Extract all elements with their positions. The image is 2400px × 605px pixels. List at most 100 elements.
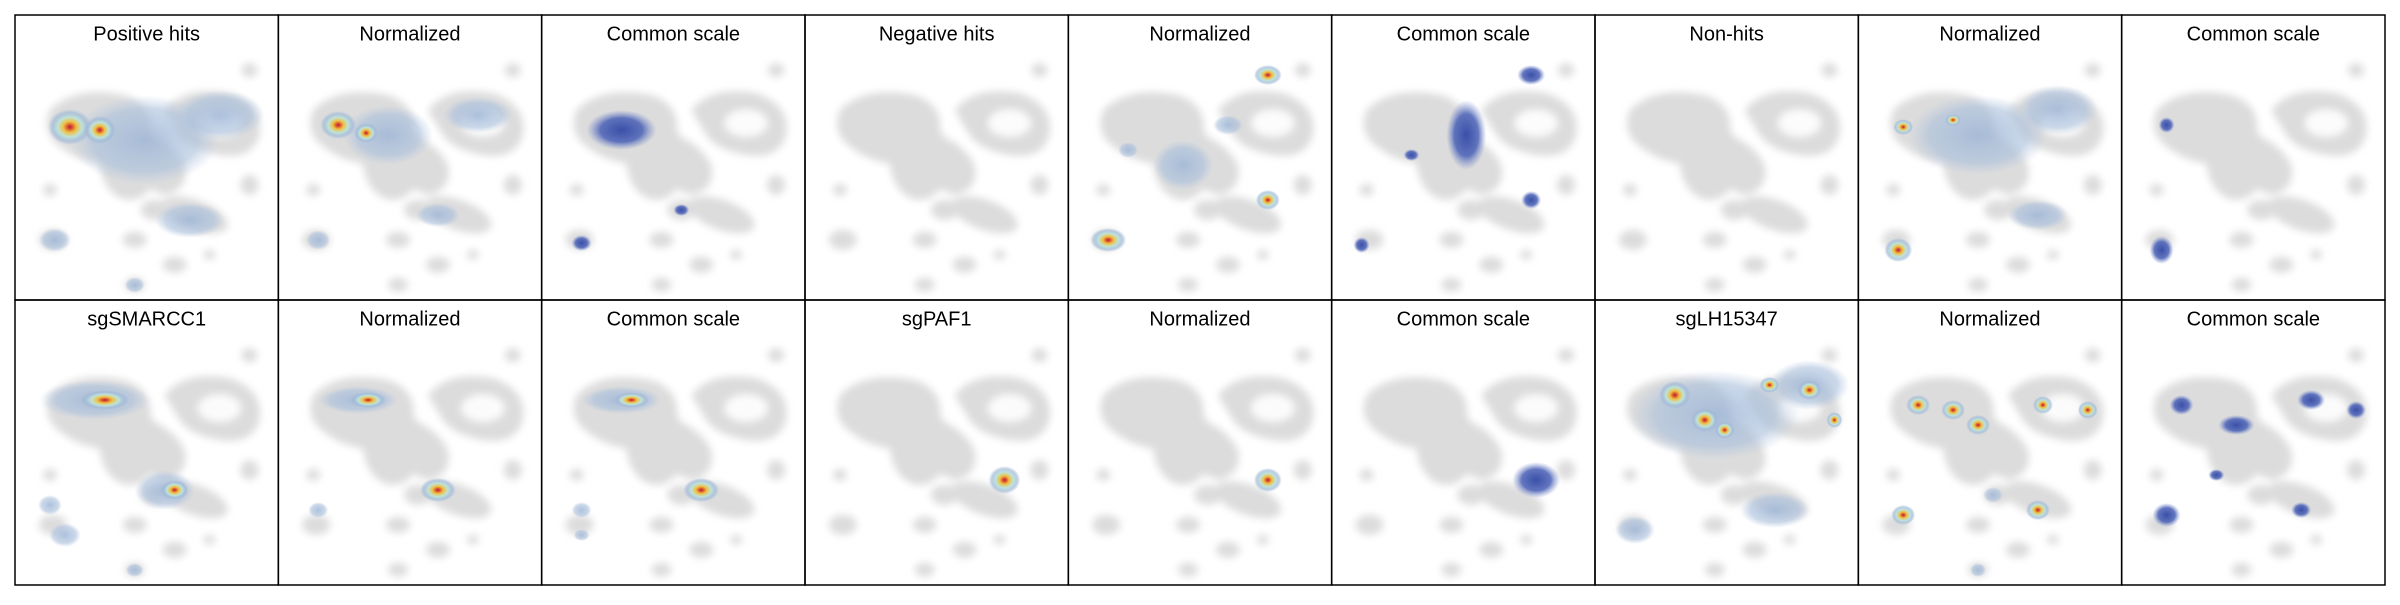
density-spot (160, 480, 189, 500)
density-spot (320, 111, 357, 139)
density-spot (1891, 505, 1916, 525)
density-spot (1982, 487, 2003, 503)
panel: sgSMARCC1 (14, 299, 280, 586)
density-spot (79, 390, 130, 410)
panel-title: Normalized (1939, 308, 2040, 330)
density-spot (125, 563, 144, 577)
density-spot (673, 204, 690, 216)
embedding-background (829, 63, 1050, 291)
panel-border (2120, 299, 2386, 586)
density-spot (83, 116, 116, 144)
density-spot (47, 109, 92, 145)
panel: Common scale (1330, 14, 1596, 301)
panel: sgPAF1 (804, 299, 1070, 586)
panel-title: Common scale (2187, 23, 2320, 45)
density-spot (1353, 237, 1370, 253)
density-spot (1253, 468, 1282, 492)
panel-title: Positive hits (93, 23, 200, 45)
embedding-background (1882, 348, 2103, 576)
panel: Negative hits (804, 14, 1070, 301)
density-spot (1446, 100, 1487, 170)
density-spot (1945, 114, 1962, 126)
panel-title: Common scale (607, 23, 740, 45)
panel-title: Common scale (1397, 23, 1530, 45)
density-spot (1893, 119, 1914, 135)
density-spot (38, 228, 71, 252)
embedding-background (566, 63, 787, 291)
density-spot (1826, 412, 1843, 428)
density-spot (573, 529, 590, 541)
density-spot (1521, 191, 1542, 209)
density-spot (2346, 401, 2367, 419)
density-spot (1970, 563, 1987, 577)
density-spot (419, 478, 456, 502)
panel: Normalized (277, 14, 543, 301)
density-spot (1118, 142, 1139, 158)
density-spot (1253, 65, 1282, 85)
density-spot (1255, 190, 1280, 210)
density-spot (306, 230, 331, 250)
density-spot (2297, 390, 2326, 410)
density-spot (1884, 238, 1913, 262)
panel-title: Normalized (1939, 23, 2040, 45)
embedding-background (1356, 348, 1577, 576)
panel-title: Normalized (1149, 308, 1250, 330)
panel: Non-hits (1594, 14, 1860, 301)
density-spot (442, 97, 513, 133)
density-spot (1759, 377, 1780, 393)
density-spot (343, 105, 434, 165)
density-spot (48, 523, 81, 547)
density-spot (1512, 462, 1561, 498)
panel-title: sgSMARCC1 (87, 308, 206, 330)
panel: Common scale (1330, 299, 1596, 586)
density-spot (174, 90, 265, 140)
density-spot (2169, 395, 2194, 415)
panel: Normalized (1067, 299, 1333, 586)
panel-title: Normalized (359, 308, 460, 330)
panel: Normalized (277, 299, 543, 586)
density-spot (2077, 401, 2098, 419)
embedding-background (1356, 63, 1577, 291)
density-spot (613, 392, 650, 408)
density-spot (1739, 492, 1810, 528)
density-spot (2218, 415, 2255, 435)
panel-title: Normalized (1149, 23, 1250, 45)
density-spot (2291, 502, 2312, 518)
density-spot (2032, 396, 2053, 414)
density-spot (1403, 149, 1420, 161)
density-spot (2149, 236, 2174, 264)
panel-title: Common scale (2187, 308, 2320, 330)
embedding-background (302, 348, 523, 576)
density-spot (350, 392, 387, 408)
panel-title: Common scale (607, 308, 740, 330)
panel-title: Normalized (359, 23, 460, 45)
embedding-background (2146, 348, 2367, 576)
density-spot (2208, 469, 2225, 481)
density-spot (354, 123, 379, 143)
density-spot (571, 502, 592, 518)
density-spot (1690, 408, 1719, 432)
density-spot (415, 203, 460, 227)
embedding-background (566, 348, 787, 576)
density-spot (308, 502, 329, 518)
density-spot (154, 202, 225, 238)
density-spot (1090, 228, 1127, 252)
density-spot (683, 478, 720, 502)
panel-title: Non-hits (1689, 23, 1763, 45)
density-spot (2152, 503, 2181, 527)
density-spot (2025, 500, 2050, 520)
density-spot (1966, 415, 1991, 435)
density-spot (571, 235, 592, 251)
panel: Common scale (540, 14, 806, 301)
panel-title: Negative hits (879, 23, 995, 45)
panel: Normalized (1067, 14, 1333, 301)
embedding-background (829, 348, 1050, 576)
density-spot (1797, 380, 1822, 400)
density-spot (1517, 65, 1546, 85)
embedding-background (2146, 63, 2367, 291)
panel: Common scale (2120, 14, 2386, 301)
panel: Common scale (540, 299, 806, 586)
panel: sgLH15347 (1594, 299, 1860, 586)
density-spot (1906, 395, 1931, 415)
